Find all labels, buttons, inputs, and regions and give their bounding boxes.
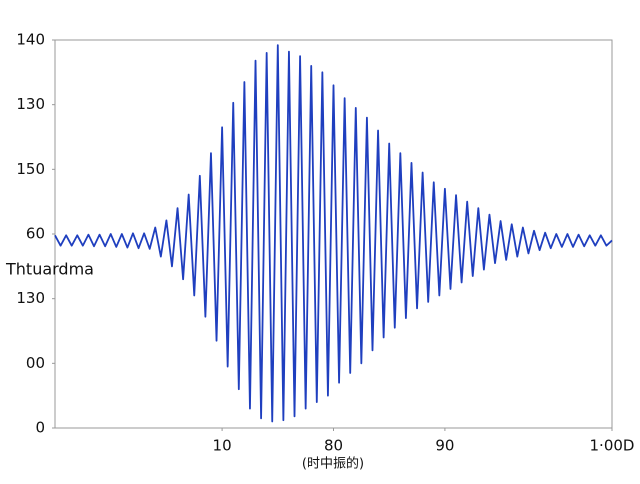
y-tick-label: 0 <box>35 419 45 437</box>
x-axis-label: (时中振的) <box>302 456 364 472</box>
x-tick-label: 80 <box>324 437 343 455</box>
y-tick-label: 60 <box>26 225 45 243</box>
x-tick-label: 1·00D <box>590 437 635 455</box>
y-tick-label: 150 <box>16 160 45 178</box>
x-tick-label: 90 <box>435 437 454 455</box>
x-tick-label: 10 <box>213 437 232 455</box>
signal-line <box>54 44 613 423</box>
y-tick-label: 140 <box>16 31 45 49</box>
y-axis-label: Thtuardma <box>5 260 94 279</box>
y-tick-label: 130 <box>16 95 45 113</box>
y-tick-label: 130 <box>16 289 45 307</box>
y-tick-label: 00 <box>26 354 45 372</box>
